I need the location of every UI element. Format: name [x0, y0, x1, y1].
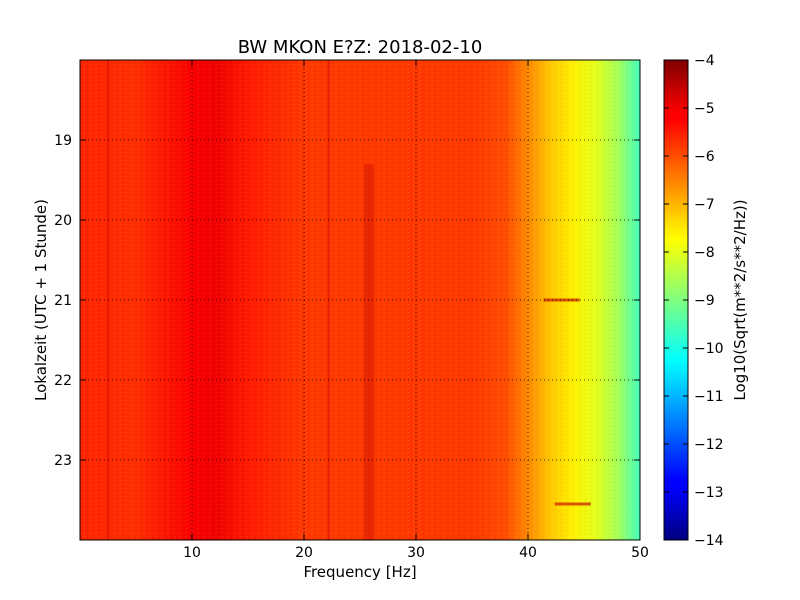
- x-tick-label: 20: [295, 545, 313, 561]
- y-tick-label: 19: [54, 133, 72, 149]
- colorbar-tick-label: −8: [694, 245, 715, 261]
- x-axis-label: Frequency [Hz]: [303, 563, 416, 581]
- chart-title: BW MKON E?Z: 2018-02-10: [238, 37, 483, 58]
- feature-burst: [543, 298, 580, 302]
- colorbar-tick-label: −4: [694, 53, 715, 69]
- colorbar-ticks: −4 −5 −6 −7 −8 −9 −10 −11 −12 −13 −14: [664, 53, 724, 549]
- x-tick-label: 10: [183, 545, 201, 561]
- y-tick-label: 20: [54, 213, 72, 229]
- colorbar-tick-label: −13: [694, 485, 724, 501]
- colorbar-label: Log10(Sqrt(m**2/s**2/Hz)): [731, 199, 749, 400]
- colorbar-tick-label: −11: [694, 389, 724, 405]
- plot-area: 10 20 30 40 50 19 20 21 22 23: [54, 59, 649, 561]
- colorbar-tick-label: −5: [694, 101, 715, 117]
- feature-burst: [554, 502, 591, 506]
- colorbar-tick-label: −9: [694, 293, 715, 309]
- y-tick-label: 21: [54, 293, 72, 309]
- colorbar-tick-label: −12: [694, 437, 724, 453]
- y-axis-label: Lokalzeit (UTC + 1 Stunde): [32, 199, 50, 401]
- y-tick-label: 22: [54, 373, 72, 389]
- x-tick-label: 30: [407, 545, 425, 561]
- colorbar-tick-label: −6: [694, 149, 715, 165]
- feature-band: [363, 164, 374, 540]
- x-tick-label: 50: [631, 545, 649, 561]
- y-tick-label: 23: [54, 453, 72, 469]
- colorbar-tick-label: −14: [694, 533, 724, 549]
- colorbar-tick-label: −7: [694, 197, 715, 213]
- colorbar: −4 −5 −6 −7 −8 −9 −10 −11 −12 −13 −14: [663, 53, 724, 549]
- x-axis-ticks: 10 20 30 40 50: [183, 60, 649, 561]
- colorbar-tick-label: −10: [694, 341, 724, 357]
- grid-lines: [80, 60, 640, 540]
- y-axis-ticks: 19 20 21 22 23: [54, 133, 640, 469]
- x-tick-label: 40: [519, 545, 537, 561]
